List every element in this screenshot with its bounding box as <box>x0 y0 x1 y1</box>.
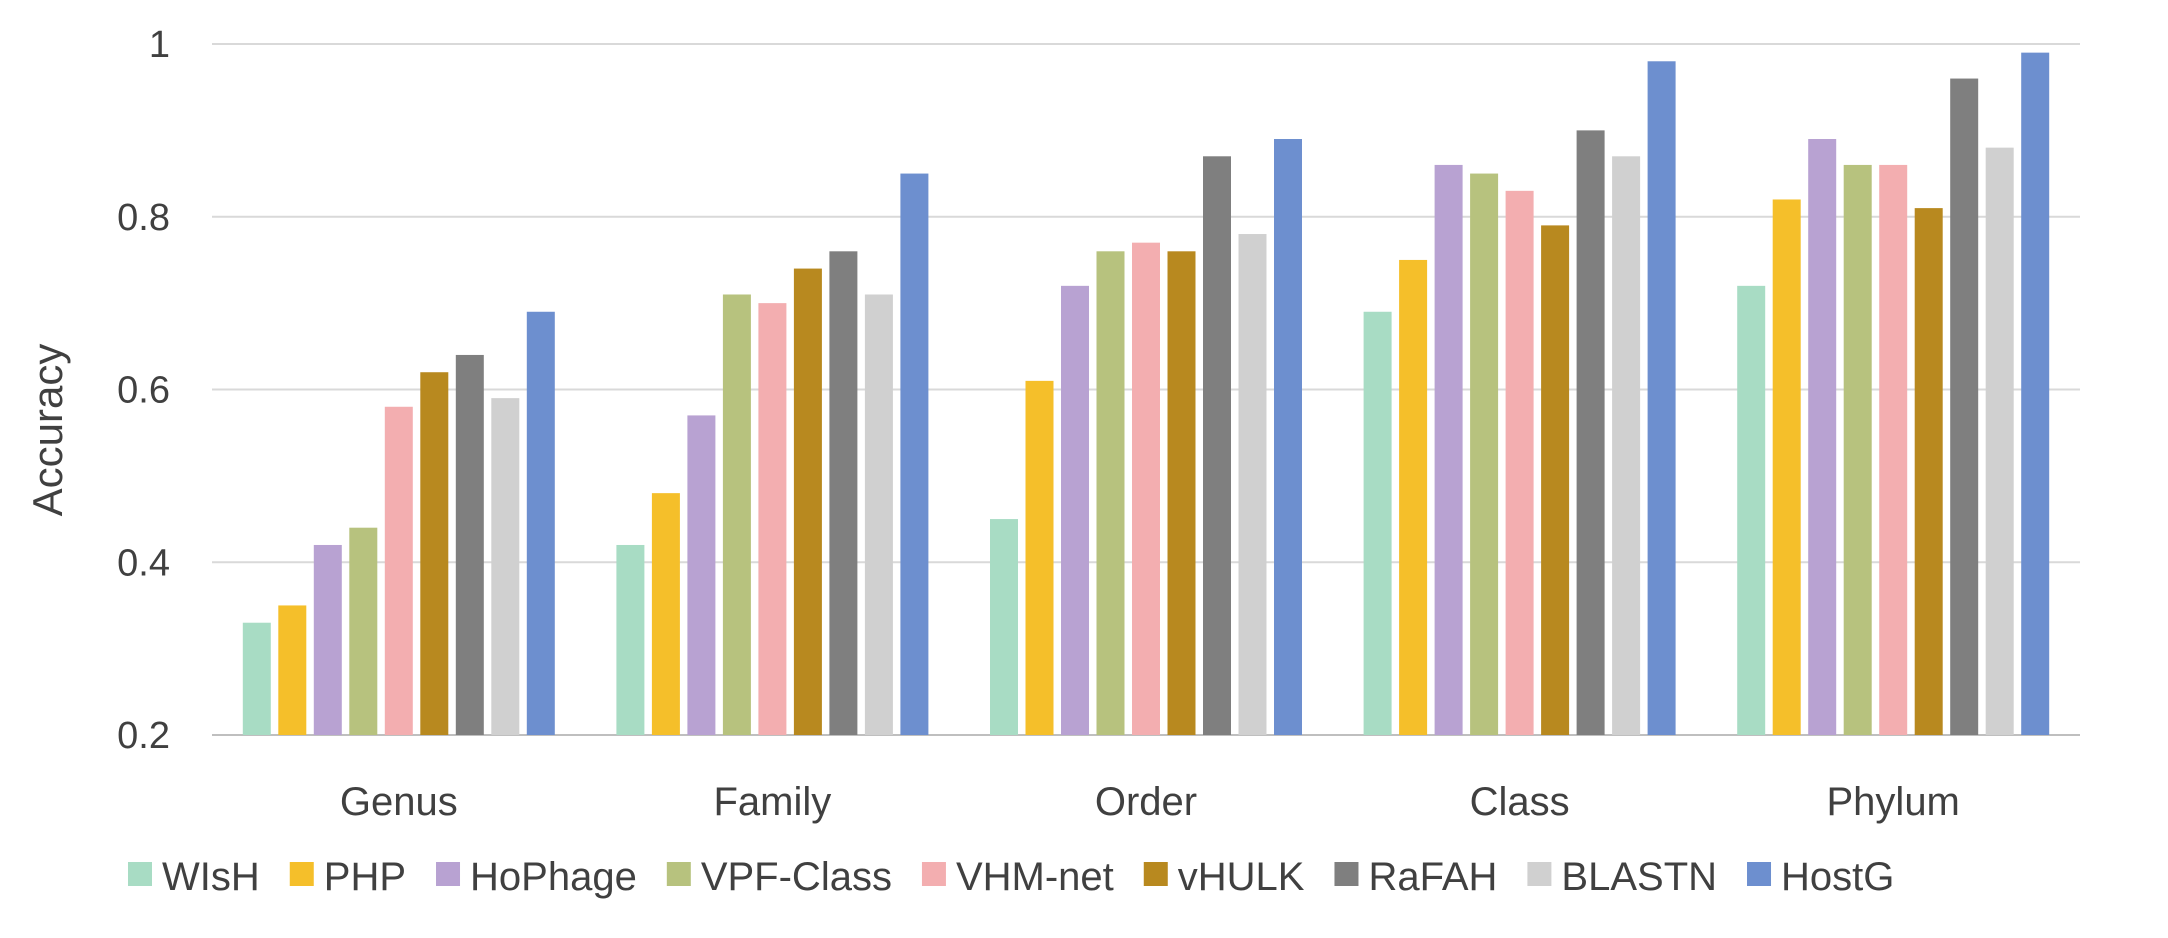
bar-wish-phylum <box>1737 285 1766 735</box>
bar-vhm-net-order <box>1132 242 1160 735</box>
legend-swatch <box>436 862 461 886</box>
legend-label: WIsH <box>162 855 260 899</box>
x-axis-categories: Genus Family Order Class Phylum <box>340 780 1960 824</box>
y-tick-label: 0.6 <box>117 370 170 412</box>
bar-wish-order <box>990 519 1018 735</box>
bar-blastn-order <box>1238 234 1267 735</box>
bar-hostg-order <box>1274 139 1302 735</box>
legend-swatch <box>921 862 946 886</box>
legend-label: BLASTN <box>1561 855 1717 899</box>
legend-swatch <box>1527 862 1552 886</box>
bar-hophage-order <box>1061 285 1089 735</box>
bar-hophage-phylum <box>1808 139 1837 735</box>
bar-hostg-family <box>900 173 929 735</box>
bar-vhulk-family <box>793 268 822 735</box>
bar-wish-family <box>616 544 645 735</box>
bar-hophage-genus <box>313 544 342 735</box>
bar-vhm-net-genus <box>384 406 413 735</box>
legend-swatch <box>289 862 314 886</box>
legend-label: vHULK <box>1178 855 1305 899</box>
y-tick-label: 0.2 <box>117 715 170 757</box>
bar-blastn-genus <box>491 398 520 735</box>
bar-hostg-class <box>1647 61 1676 735</box>
legend-swatch <box>1143 862 1168 886</box>
bar-vhm-net-phylum <box>1879 164 1908 736</box>
x-category-label: Phylum <box>1827 780 1960 824</box>
bar-rafah-family <box>829 251 858 736</box>
bar-php-family <box>651 493 680 735</box>
bar-vhulk-genus <box>420 372 449 735</box>
legend-item-vhulk[interactable]: vHULK <box>1143 855 1305 899</box>
legend-item-hophage[interactable]: HoPhage <box>436 855 637 899</box>
y-tick-label: 1 <box>149 24 170 66</box>
bar-vpf-class-order <box>1096 251 1125 736</box>
bar-vhulk-order <box>1167 251 1196 736</box>
bar-hostg-genus <box>526 311 555 735</box>
bar-rafah-phylum <box>1950 78 1979 736</box>
bar-rafah-class <box>1576 130 1605 735</box>
legend-item-blastn[interactable]: BLASTN <box>1527 855 1717 899</box>
legend-label: HoPhage <box>470 855 637 899</box>
bar-vhm-net-family <box>758 303 787 735</box>
bar-hophage-family <box>687 415 716 735</box>
x-category-label: Order <box>1095 780 1197 824</box>
x-category-label: Class <box>1470 780 1570 824</box>
bar-rafah-genus <box>455 354 484 735</box>
bar-wish-genus <box>242 622 271 735</box>
legend-label: RaFAH <box>1368 855 1497 899</box>
bar-vhulk-phylum <box>1914 208 1943 736</box>
bar-vpf-class-phylum <box>1843 164 1872 736</box>
bar-vhulk-class <box>1541 225 1570 735</box>
legend-item-vpf-class[interactable]: VPF-Class <box>666 855 892 899</box>
bar-rafah-order <box>1203 156 1231 736</box>
bar-wish-class <box>1363 311 1392 735</box>
bar-hophage-class <box>1434 164 1463 736</box>
bar-vpf-class-family <box>722 294 751 735</box>
legend-label: VPF-Class <box>701 855 892 899</box>
y-axis-title: Accuracy <box>24 344 71 517</box>
legend-swatch <box>666 862 691 886</box>
legend-label: VHM-net <box>956 855 1114 899</box>
bar-php-order <box>1025 380 1054 735</box>
bar-php-genus <box>278 605 307 735</box>
legend-swatch <box>128 862 152 886</box>
legend-swatch <box>1334 862 1359 886</box>
legend-item-wish[interactable]: WIsH <box>128 855 260 899</box>
legend-swatch <box>1747 862 1772 886</box>
bar-php-phylum <box>1772 199 1801 736</box>
legend[interactable]: WIsH PHP HoPhage VPF-Class VHM-net vHULK RaFAH… <box>128 855 1894 899</box>
bar-php-class <box>1399 259 1428 735</box>
bar-vpf-class-class <box>1470 173 1499 735</box>
y-tick-label: 0.4 <box>117 542 170 584</box>
legend-label: PHP <box>324 855 406 899</box>
legend-item-php[interactable]: PHP <box>289 855 406 899</box>
legend-label: HostG <box>1781 855 1894 899</box>
bar-hostg-phylum <box>2021 52 2050 735</box>
bar-blastn-phylum <box>1985 147 2014 735</box>
bar-blastn-family <box>864 294 893 735</box>
bar-vpf-class-genus <box>349 527 378 735</box>
legend-item-hostg[interactable]: HostG <box>1747 855 1894 899</box>
bars <box>242 52 2050 736</box>
legend-item-rafah[interactable]: RaFAH <box>1334 855 1497 899</box>
x-category-label: Family <box>714 780 832 824</box>
bar-vhm-net-class <box>1505 190 1534 735</box>
bar-blastn-class <box>1612 156 1641 736</box>
y-tick-label: 0.8 <box>117 197 170 239</box>
x-category-label: Genus <box>340 780 458 824</box>
y-axis-ticks: 0.2 0.4 0.6 0.8 1 <box>117 24 170 757</box>
legend-item-vhm-net[interactable]: VHM-net <box>921 855 1114 899</box>
